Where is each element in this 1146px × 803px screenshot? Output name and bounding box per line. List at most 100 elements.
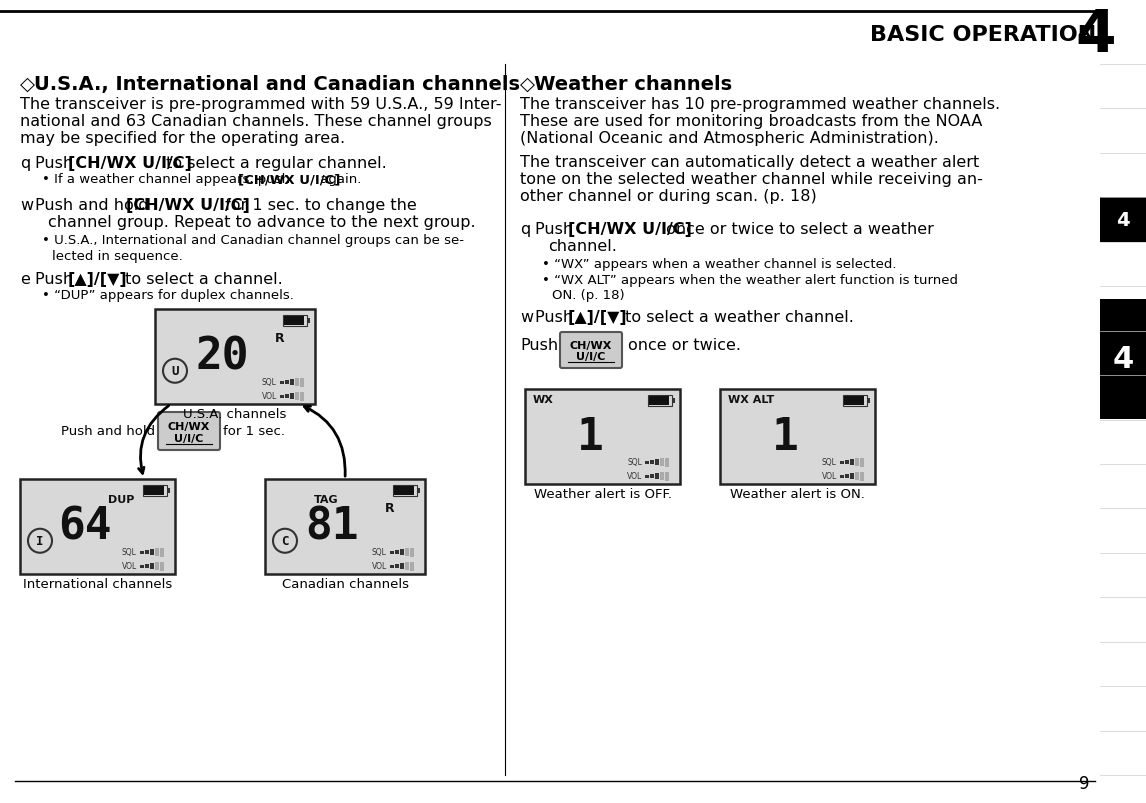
Bar [672,398,675,403]
Text: BASIC OPERATION: BASIC OPERATION [870,25,1097,45]
Text: • If a weather channel appears, push: • If a weather channel appears, push [42,173,295,185]
Text: 4: 4 [1113,345,1133,374]
Text: [▲]/[▼]: [▲]/[▼] [567,310,627,324]
Text: ◇: ◇ [520,75,542,94]
Bar [146,564,149,569]
Text: Weather alert is OFF.: Weather alert is OFF. [534,487,672,500]
Text: q: q [520,222,531,237]
Bar [300,378,304,387]
Text: 9: 9 [1080,774,1090,792]
Bar [845,460,849,465]
Text: SQL: SQL [627,458,642,467]
Bar [150,563,154,569]
Text: U.S.A. channels: U.S.A. channels [183,407,286,421]
Text: VOL: VOL [121,562,138,571]
Text: channel.: channel. [548,238,617,254]
Bar [417,488,419,493]
Text: Weather alert is ON.: Weather alert is ON. [730,487,865,500]
Bar [167,488,170,493]
Bar [1100,198,1146,243]
Text: The transceiver is pre-programmed with 59 U.S.A., 59 Inter-: The transceiver is pre-programmed with 5… [19,97,502,112]
Text: U/I/C: U/I/C [576,352,606,362]
Bar [307,319,311,324]
Bar [645,475,649,478]
Bar [410,562,414,571]
Bar [290,393,295,400]
Text: w: w [19,198,33,213]
Text: Push: Push [535,310,579,324]
Text: R: R [275,332,284,344]
Text: q: q [19,156,30,171]
Text: [CH/WX U/I/C]: [CH/WX U/I/C] [238,173,340,185]
FancyBboxPatch shape [158,413,220,450]
Text: ON. (p. 18): ON. (p. 18) [552,288,625,302]
Bar [840,461,843,464]
Text: CH/WX: CH/WX [570,340,612,351]
Bar [850,459,854,466]
Bar [280,395,284,398]
Bar [665,458,669,467]
Text: 4: 4 [1075,6,1115,63]
Bar [155,548,159,556]
Text: other channel or during scan. (p. 18): other channel or during scan. (p. 18) [520,189,817,204]
Text: to select a channel.: to select a channel. [120,271,283,287]
Text: Push: Push [36,156,78,171]
Text: The transceiver can automatically detect a weather alert: The transceiver can automatically detect… [520,155,979,169]
FancyBboxPatch shape [155,310,315,405]
Text: VOL: VOL [372,562,387,571]
Text: w: w [520,310,533,324]
Text: SQL: SQL [372,548,387,556]
Text: SQL: SQL [121,548,136,556]
Bar [660,473,664,480]
Text: • “DUP” appears for duplex channels.: • “DUP” appears for duplex channels. [42,288,293,302]
Bar [855,473,860,480]
Bar [390,551,394,554]
Text: I: I [37,535,44,548]
Text: TAG: TAG [314,495,338,504]
Bar [395,550,399,555]
Bar [860,472,864,481]
Text: VOL: VOL [822,472,838,481]
Text: • “WX” appears when a weather channel is selected.: • “WX” appears when a weather channel is… [542,258,896,271]
Text: DUP: DUP [108,495,134,504]
Bar [290,380,295,385]
Text: • “WX ALT” appears when the weather alert function is turned: • “WX ALT” appears when the weather aler… [542,274,958,287]
Text: 4: 4 [1116,210,1130,230]
Bar [405,563,409,570]
Bar [140,565,144,568]
FancyBboxPatch shape [560,332,622,369]
Text: C: C [281,535,289,548]
Text: lected in sequence.: lected in sequence. [52,250,182,263]
Bar [285,381,289,385]
Bar [1100,300,1146,419]
Text: The transceiver has 10 pre-programmed weather channels.: The transceiver has 10 pre-programmed we… [520,97,1000,112]
Bar [405,548,409,556]
Text: Push: Push [36,271,78,287]
Bar [660,459,664,467]
Text: U: U [171,365,179,377]
Bar [649,397,669,406]
Text: VOL: VOL [627,472,642,481]
Text: to select a weather channel.: to select a weather channel. [620,310,854,324]
FancyBboxPatch shape [265,479,425,574]
Text: 81: 81 [306,505,359,548]
Text: U/I/C: U/I/C [174,434,204,443]
Bar [146,550,149,555]
Bar [650,474,654,479]
Text: [CH/WX U/I/C]: [CH/WX U/I/C] [126,198,250,213]
Text: e: e [19,271,30,287]
Bar [665,472,669,481]
Bar [160,562,164,571]
Bar [860,458,864,467]
Bar [868,398,870,403]
Bar [843,397,864,406]
Text: SQL: SQL [822,458,837,467]
FancyBboxPatch shape [525,389,680,484]
Bar [395,564,399,569]
Bar [850,474,854,479]
Bar [280,381,284,384]
Text: Push and hold: Push and hold [36,198,154,213]
Text: 20: 20 [196,336,249,378]
Bar [840,475,843,478]
Bar [283,316,307,327]
